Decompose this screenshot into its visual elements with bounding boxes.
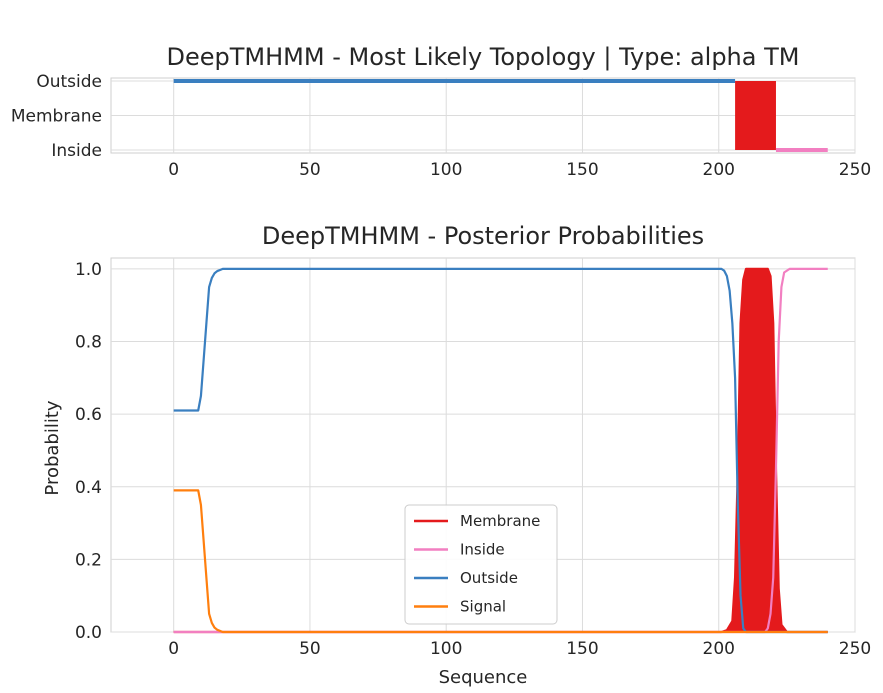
posterior-y-tick-label: 0.4 [75, 478, 102, 498]
legend-label-inside: Inside [460, 541, 505, 559]
posterior-y-tick-label: 0.6 [75, 405, 102, 425]
posterior-x-tick-label: 50 [299, 639, 321, 659]
posterior-y-tick-label: 0.2 [75, 550, 102, 570]
topology-x-tick-labels: 0 50 100 150 200 250 [168, 160, 871, 180]
posterior-x-tick-label: 150 [566, 639, 598, 659]
series-signal-line [173, 489, 828, 634]
topology-y-tick-label: Inside [51, 141, 102, 161]
series-outside-line [173, 267, 828, 634]
topology-y-tick-label: Membrane [11, 107, 102, 127]
topology-x-tick-label: 150 [566, 160, 598, 180]
topology-x-tick-label: 200 [703, 160, 735, 180]
legend: Membrane Inside Outside Signal [404, 504, 558, 625]
series-membrane-area [173, 268, 828, 632]
posterior-x-tick-label: 100 [430, 639, 462, 659]
posterior-x-tick-label: 200 [703, 639, 735, 659]
topology-x-tick-label: 100 [430, 160, 462, 180]
series-inside-line [173, 267, 828, 634]
posterior-y-tick-label: 0.8 [75, 333, 102, 353]
legend-label-signal: Signal [460, 598, 506, 616]
topology-y-tick-label: Outside [36, 72, 102, 92]
topology-x-tick-label: 50 [299, 160, 321, 180]
legend-items: Membrane Inside Outside Signal [414, 512, 540, 616]
topology-x-tick-label: 0 [168, 160, 179, 180]
topology-x-tick-label: 250 [839, 160, 871, 180]
y-axis-label: Probability [42, 400, 63, 495]
posterior-title: DeepTMHMM - Posterior Probabilities [262, 222, 704, 250]
posterior-y-tick-label: 1.0 [75, 260, 102, 280]
topology-panel: 0 50 100 150 200 250 Outside Membrane Inside De… [11, 43, 871, 180]
posterior-panel: 0 50 100 150 200 250 0.0 0.2 0.4 0.6 0.8 1.0 DeepT… [42, 222, 871, 688]
topology-marks [173, 79, 828, 152]
posterior-x-tick-label: 250 [839, 639, 871, 659]
x-axis-label: Sequence [439, 667, 528, 688]
posterior-x-tick-labels: 0 50 100 150 200 250 [168, 639, 871, 659]
topology-y-tick-labels: Outside Membrane Inside [11, 72, 102, 161]
legend-label-outside: Outside [460, 569, 518, 587]
series-membrane-line [173, 267, 828, 634]
posterior-marks [173, 267, 828, 634]
legend-box [404, 504, 558, 625]
topology-membrane-segment [735, 81, 776, 150]
posterior-x-tick-label: 0 [168, 639, 179, 659]
legend-label-membrane: Membrane [460, 512, 540, 530]
posterior-y-tick-labels: 0.0 0.2 0.4 0.6 0.8 1.0 [75, 260, 102, 643]
topology-title: DeepTMHMM - Most Likely Topology | Type:… [167, 43, 800, 71]
posterior-y-tick-label: 0.0 [75, 623, 102, 643]
